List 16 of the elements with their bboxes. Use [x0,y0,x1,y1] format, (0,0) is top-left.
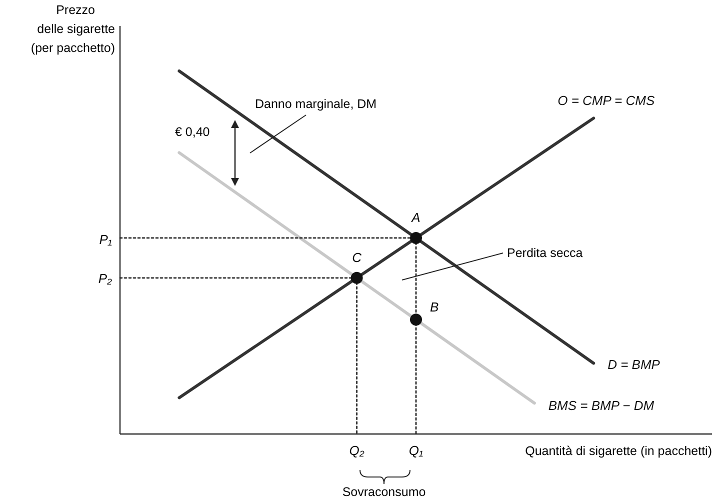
y-axis-title: Prezzo delle sigarette (per pacchetto) [30,3,116,55]
text: P₂ [98,271,112,286]
annotation: Perdita secca [507,246,583,260]
x-tick-label: Q₁ [408,443,424,458]
text: P₁ [99,232,112,247]
annotation: B [430,300,439,315]
annotation: C [352,250,362,265]
x-axis-title: Quantità di sigarette (in pacchetti) [525,444,712,458]
annotation: A [410,210,420,225]
series-label: O = CMP = CMS [558,93,655,108]
text: Sovraconsumo [342,485,426,499]
series-label: BMS = BMP − DM [548,398,654,414]
x-tick-label: Q₂ [349,443,364,458]
series-label: D = BMP [608,357,660,372]
annotation: Danno marginale, DM [255,97,377,111]
annotation: € 0,40 [175,125,210,139]
